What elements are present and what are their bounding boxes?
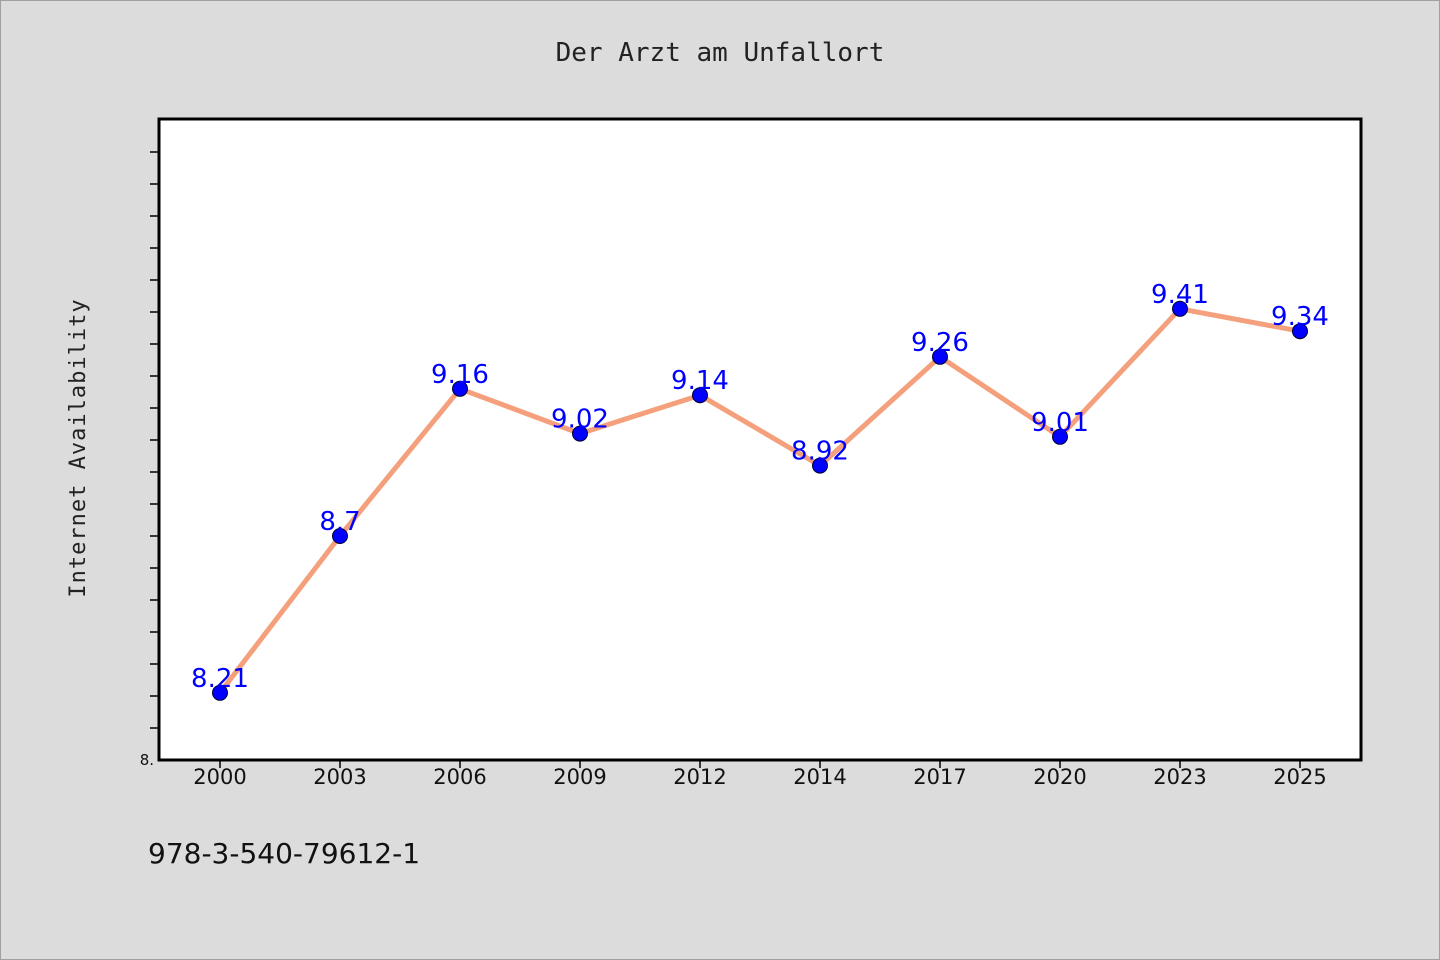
x-tick-label: 2009 (553, 765, 606, 789)
data-point (1172, 300, 1188, 317)
data-point (212, 684, 228, 701)
x-tick-label: 2023 (1153, 765, 1206, 789)
x-tick-label: 2006 (433, 765, 486, 789)
data-point (332, 528, 348, 544)
x-axis-ticks: 2000 2003 2006 2009 2012 2014 2017 2020 2023 2025 (193, 760, 1327, 789)
data-label: 9.34 (1271, 302, 1329, 332)
data-labels: 8.21 8.7 9.16 9.02 9.14 8.92 9.26 9.01 9.41 9.34 (191, 280, 1329, 694)
x-tick-label: 2025 (1273, 765, 1326, 789)
x-tick-label: 2017 (913, 765, 966, 789)
data-label: 9.41 (1151, 280, 1209, 310)
data-point (1052, 428, 1068, 445)
x-tick-label: 2003 (313, 765, 366, 789)
data-label: 9.14 (671, 366, 729, 396)
chart-title: Der Arzt am Unfallort (556, 38, 885, 68)
data-label: 8.92 (791, 437, 849, 467)
x-tick-label: 2014 (793, 765, 846, 789)
data-point (452, 380, 468, 397)
y-axis-ticks: 8. (140, 151, 160, 769)
y-tick-label: 8. (140, 751, 154, 769)
data-point (1292, 323, 1308, 340)
data-point (572, 425, 588, 442)
data-point (812, 457, 828, 474)
x-tick-label: 2012 (673, 765, 726, 789)
data-label: 9.02 (551, 405, 609, 435)
x-tick-label: 2020 (1033, 765, 1086, 789)
data-label: 9.26 (911, 328, 969, 358)
y-axis-label: Internet Availability (66, 298, 91, 597)
data-label: 8.7 (319, 507, 360, 537)
data-point (932, 348, 948, 365)
data-point (692, 387, 708, 404)
series-line (217, 306, 1303, 696)
data-label: 8.21 (191, 664, 249, 694)
x-tick-label: 2000 (193, 765, 246, 789)
data-label: 9.16 (431, 360, 489, 390)
data-points (212, 300, 1308, 701)
footnote-isbn: 978-3-540-79612-1 (148, 837, 420, 870)
plot-area (157, 117, 1363, 762)
data-label: 9.01 (1031, 408, 1089, 438)
